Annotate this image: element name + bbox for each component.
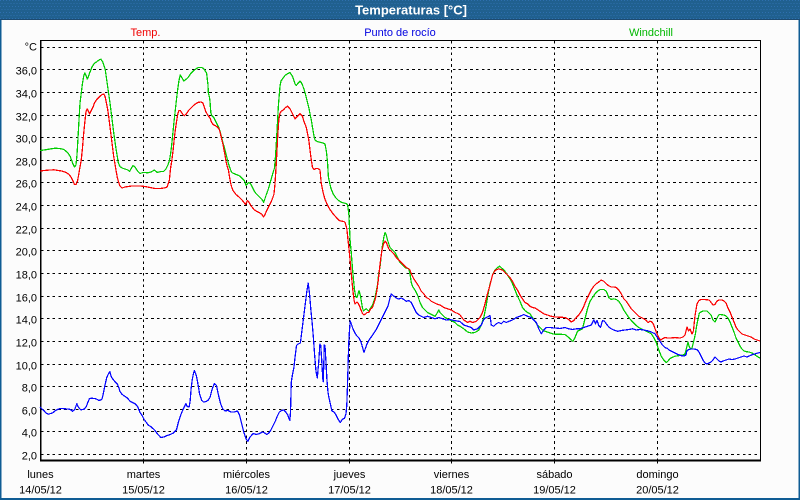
svg-text:22,0: 22,0	[16, 225, 37, 237]
svg-text:18/05/12: 18/05/12	[430, 485, 473, 497]
svg-text:Temperaturas [°C]: Temperaturas [°C]	[355, 3, 467, 18]
svg-text:26,0: 26,0	[16, 179, 37, 191]
svg-text:Temp.: Temp.	[131, 27, 161, 39]
svg-text:10,0: 10,0	[16, 361, 37, 373]
svg-text:jueves: jueves	[333, 469, 366, 481]
svg-text:34,0: 34,0	[16, 89, 37, 101]
svg-text:14/05/12: 14/05/12	[19, 485, 62, 497]
svg-text:sábado: sábado	[536, 469, 572, 481]
svg-text:24,0: 24,0	[16, 202, 37, 214]
svg-text:8,0: 8,0	[22, 383, 37, 395]
svg-text:32,0: 32,0	[16, 112, 37, 124]
svg-text:20/05/12: 20/05/12	[636, 485, 679, 497]
svg-text:30,0: 30,0	[16, 134, 37, 146]
svg-text:18,0: 18,0	[16, 270, 37, 282]
svg-text:miércoles: miércoles	[223, 469, 271, 481]
svg-text:14,0: 14,0	[16, 315, 37, 327]
svg-text:°C: °C	[25, 41, 37, 53]
svg-text:12,0: 12,0	[16, 338, 37, 350]
svg-text:6,0: 6,0	[22, 406, 37, 418]
svg-text:28,0: 28,0	[16, 157, 37, 169]
svg-text:2,0: 2,0	[22, 451, 37, 463]
svg-text:lunes: lunes	[27, 469, 54, 481]
svg-text:viernes: viernes	[434, 469, 470, 481]
svg-text:domingo: domingo	[636, 469, 678, 481]
svg-text:Windchill: Windchill	[629, 27, 673, 39]
svg-text:36,0: 36,0	[16, 66, 37, 78]
svg-text:Punto de rocío: Punto de rocío	[364, 27, 436, 39]
svg-text:4,0: 4,0	[22, 428, 37, 440]
svg-text:19/05/12: 19/05/12	[533, 485, 576, 497]
svg-text:20,0: 20,0	[16, 247, 37, 259]
svg-text:martes: martes	[127, 469, 161, 481]
svg-text:16,0: 16,0	[16, 293, 37, 305]
svg-text:15/05/12: 15/05/12	[122, 485, 165, 497]
svg-text:17/05/12: 17/05/12	[328, 485, 371, 497]
svg-text:16/05/12: 16/05/12	[225, 485, 268, 497]
